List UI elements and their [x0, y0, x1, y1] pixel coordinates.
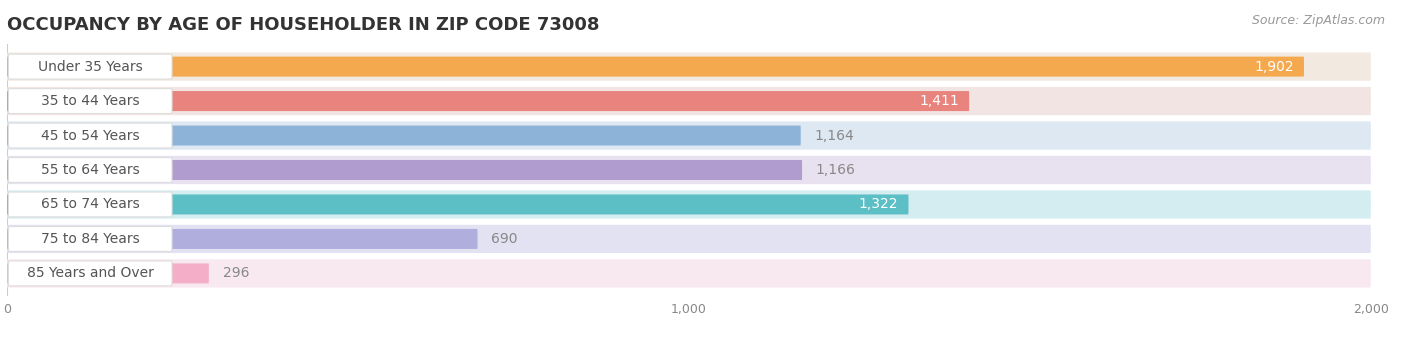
Text: Source: ZipAtlas.com: Source: ZipAtlas.com: [1251, 14, 1385, 27]
FancyBboxPatch shape: [8, 226, 172, 251]
FancyBboxPatch shape: [7, 225, 1371, 253]
FancyBboxPatch shape: [7, 56, 1303, 76]
FancyBboxPatch shape: [7, 52, 1371, 81]
Text: 75 to 84 Years: 75 to 84 Years: [41, 232, 139, 246]
Text: 296: 296: [222, 267, 249, 280]
FancyBboxPatch shape: [8, 89, 172, 114]
FancyBboxPatch shape: [7, 91, 969, 111]
FancyBboxPatch shape: [7, 125, 801, 146]
Text: Under 35 Years: Under 35 Years: [38, 59, 142, 73]
Text: 1,902: 1,902: [1254, 59, 1294, 73]
FancyBboxPatch shape: [7, 160, 803, 180]
Text: 55 to 64 Years: 55 to 64 Years: [41, 163, 139, 177]
Text: 35 to 44 Years: 35 to 44 Years: [41, 94, 139, 108]
Text: 85 Years and Over: 85 Years and Over: [27, 267, 153, 280]
Text: 1,166: 1,166: [815, 163, 856, 177]
FancyBboxPatch shape: [7, 87, 1371, 115]
FancyBboxPatch shape: [7, 229, 478, 249]
FancyBboxPatch shape: [7, 264, 209, 284]
FancyBboxPatch shape: [8, 261, 172, 286]
FancyBboxPatch shape: [7, 156, 1371, 184]
Text: OCCUPANCY BY AGE OF HOUSEHOLDER IN ZIP CODE 73008: OCCUPANCY BY AGE OF HOUSEHOLDER IN ZIP C…: [7, 16, 599, 34]
FancyBboxPatch shape: [8, 192, 172, 217]
Text: 690: 690: [491, 232, 517, 246]
FancyBboxPatch shape: [7, 194, 908, 215]
FancyBboxPatch shape: [7, 121, 1371, 150]
FancyBboxPatch shape: [7, 190, 1371, 219]
FancyBboxPatch shape: [8, 123, 172, 148]
FancyBboxPatch shape: [8, 54, 172, 79]
Text: 1,411: 1,411: [920, 94, 959, 108]
Text: 45 to 54 Years: 45 to 54 Years: [41, 129, 139, 142]
Text: 1,322: 1,322: [859, 198, 898, 211]
Text: 65 to 74 Years: 65 to 74 Years: [41, 198, 139, 211]
FancyBboxPatch shape: [7, 259, 1371, 288]
Text: 1,164: 1,164: [814, 129, 855, 142]
FancyBboxPatch shape: [8, 157, 172, 183]
